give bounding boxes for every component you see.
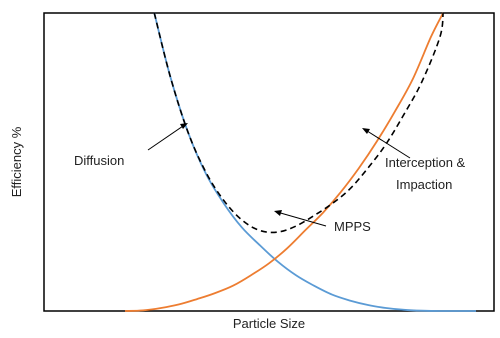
diffusion-arrowhead	[180, 123, 188, 129]
series-total-line	[153, 12, 444, 234]
interception-arrowhead	[362, 128, 370, 134]
interception-arrow-line	[363, 128, 411, 159]
plot-frame	[43, 12, 495, 312]
series-interception_impaction-line	[124, 12, 444, 312]
mpps-label: MPPS	[334, 219, 371, 234]
mpps-arrowhead	[274, 210, 282, 216]
y-axis-title: Efficiency %	[9, 126, 24, 197]
diffusion-arrow-line	[147, 123, 187, 151]
mpps-arrow-line	[276, 211, 327, 227]
impaction-label: Impaction	[396, 177, 452, 192]
series-diffusion-line	[153, 12, 476, 312]
x-axis-title: Particle Size	[233, 316, 305, 331]
diffusion-label: Diffusion	[74, 153, 124, 168]
interception-label: Interception &	[385, 155, 466, 170]
series-layer	[124, 12, 476, 312]
